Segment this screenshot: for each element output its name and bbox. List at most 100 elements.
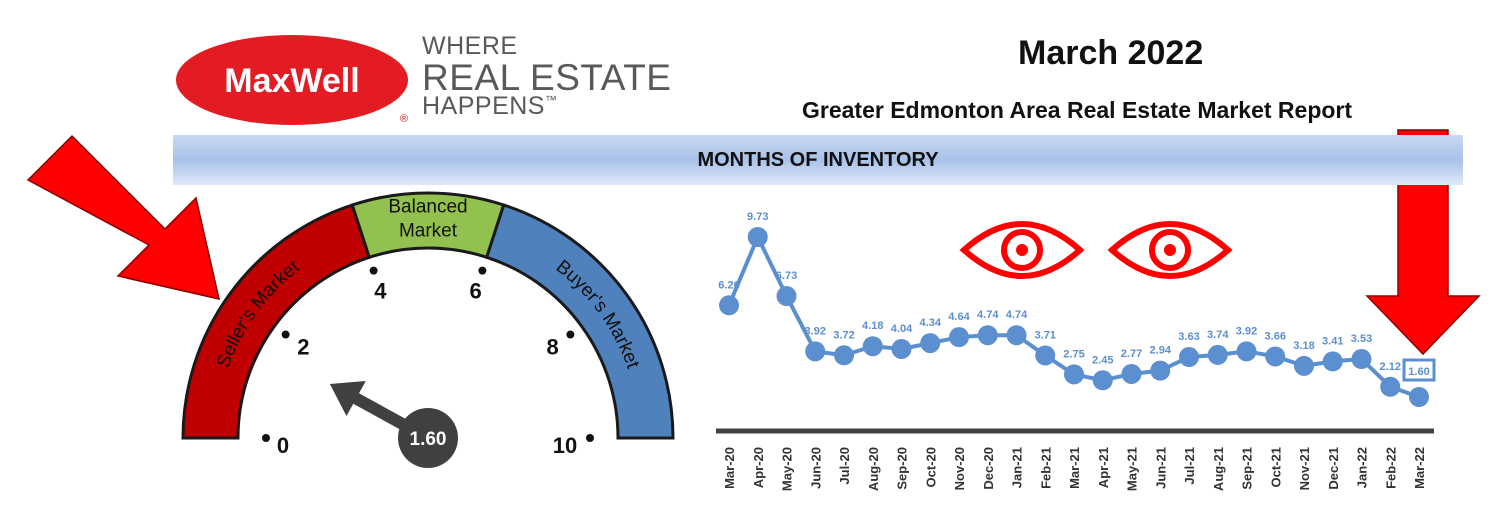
- data-label: 4.18: [862, 320, 883, 332]
- gauge-tick-label: 8: [546, 334, 558, 359]
- x-tick-label: Feb-21: [1038, 447, 1053, 489]
- x-tick-label: Oct-21: [1268, 447, 1283, 487]
- trademark-mark: ™: [544, 93, 558, 107]
- report-month: March 2022: [1018, 34, 1204, 72]
- data-label: 3.71: [1035, 329, 1056, 341]
- gauge-tick-label: 10: [553, 433, 577, 458]
- data-label: 2.94: [1150, 345, 1172, 357]
- x-tick-label: Mar-20: [722, 447, 737, 489]
- data-label: 1.60: [1408, 366, 1429, 378]
- gauge-segment-label: Market: [399, 221, 458, 242]
- report-subtitle: Greater Edmonton Area Real Estate Market…: [802, 97, 1353, 123]
- x-tick-label: Aug-20: [866, 447, 881, 491]
- data-label: 3.53: [1351, 333, 1372, 345]
- data-label: 2.12: [1380, 361, 1401, 373]
- gauge-tick-label: 0: [277, 433, 289, 458]
- brand-name: MaxWell: [224, 62, 359, 100]
- tagline-line-2: REAL ESTATE: [422, 57, 672, 98]
- banner-title: MONTHS OF INVENTORY: [697, 149, 939, 171]
- tagline-line-3-text: HAPPENS: [422, 92, 545, 120]
- data-point: [1179, 347, 1199, 368]
- gauge-tick-label: 4: [374, 279, 387, 304]
- data-point: [1322, 351, 1343, 372]
- x-tick-label: Jun-20: [808, 447, 823, 489]
- section-banner: MONTHS OF INVENTORY: [173, 135, 1463, 185]
- x-tick-label: May-20: [780, 447, 795, 491]
- data-point: [1121, 363, 1142, 384]
- registered-mark: ®: [400, 113, 408, 125]
- x-tick-label: Jul-20: [837, 447, 852, 485]
- x-tick-label: Apr-21: [1096, 447, 1111, 488]
- gauge-hub: [398, 408, 458, 468]
- last-value-box: [1402, 358, 1436, 382]
- x-tick-label: Sep-20: [895, 447, 910, 490]
- data-point: [1236, 341, 1257, 362]
- data-label: 4.64: [948, 311, 970, 323]
- x-tick-label: Nov-20: [952, 447, 967, 490]
- gauge-tick-dot: [566, 330, 575, 339]
- x-tick-label: Feb-22: [1383, 447, 1398, 489]
- data-point: [1207, 344, 1228, 365]
- data-point: [891, 338, 912, 359]
- maxwell-logo: MaxWell ®: [176, 35, 408, 125]
- x-tick-label: Nov-21: [1297, 447, 1312, 490]
- x-tick-label: Mar-21: [1067, 447, 1082, 489]
- gauge-tick-dot: [281, 330, 290, 339]
- gauge-tick-label: 6: [469, 279, 481, 304]
- x-tick-label: Jun-21: [1153, 447, 1168, 489]
- gauge-tick-dot: [586, 434, 594, 442]
- data-label: 6.73: [776, 270, 797, 282]
- data-point: [1006, 325, 1027, 346]
- data-point: [805, 341, 826, 362]
- data-point: [1064, 364, 1084, 385]
- gauge-value-label: 1.60: [410, 429, 447, 450]
- data-point: [1035, 345, 1056, 366]
- x-tick-label: Oct-20: [923, 447, 938, 487]
- x-tick-label: May-21: [1125, 447, 1140, 491]
- data-point: [949, 327, 969, 348]
- data-label: 4.74: [977, 309, 999, 321]
- data-point: [1409, 387, 1429, 407]
- data-label: 3.74: [1207, 329, 1229, 341]
- data-point: [1092, 370, 1113, 391]
- inventory-line-chart: 6.26 Mar-20 9.73 Apr-20 6.73 May-20 3.92 Jun-20…: [716, 211, 1436, 491]
- gauge-segment-label: Balanced: [388, 197, 467, 218]
- gauge-tick-dot: [478, 266, 487, 275]
- data-point: [1150, 360, 1171, 381]
- gauge-tick-dot: [369, 266, 378, 275]
- data-label: 9.73: [747, 211, 768, 223]
- data-label: 3.18: [1293, 340, 1314, 352]
- eye-icon: [1107, 221, 1233, 279]
- data-point: [776, 286, 797, 307]
- data-label: 6.26: [718, 279, 739, 291]
- data-point: [747, 227, 768, 247]
- data-point: [920, 333, 941, 354]
- data-point: [719, 295, 739, 316]
- data-point: [1351, 349, 1372, 370]
- data-label: 4.74: [1006, 309, 1028, 321]
- tagline-line-3: HAPPENS™: [422, 94, 672, 119]
- data-label: 3.63: [1178, 331, 1199, 343]
- tagline-line-1: WHERE: [422, 32, 518, 60]
- data-label: 4.34: [920, 317, 942, 329]
- data-point: [834, 345, 854, 366]
- data-point: [1294, 355, 1314, 376]
- x-tick-label: Mar-22: [1412, 447, 1427, 489]
- gauge-tick-dot: [262, 434, 270, 442]
- data-label: 3.41: [1322, 335, 1343, 347]
- data-label: 4.04: [891, 323, 913, 335]
- data-point: [977, 325, 998, 346]
- x-tick-label: Apr-20: [751, 447, 766, 488]
- x-tick-label: Jul-21: [1182, 447, 1197, 485]
- x-tick-label: Sep-21: [1240, 447, 1255, 490]
- inventory-gauge: Seller's Market Buyer's MarketBalancedMar…: [181, 191, 675, 468]
- x-tick-label: Dec-21: [1326, 447, 1341, 490]
- data-label: 2.45: [1092, 354, 1113, 366]
- eye-icon: [959, 221, 1085, 279]
- data-label: 3.72: [833, 329, 854, 341]
- x-tick-label: Aug-21: [1211, 447, 1226, 491]
- x-tick-label: Dec-20: [981, 447, 996, 490]
- gauge-tick-label: 2: [297, 334, 309, 359]
- arrow-down-right-icon: [26, 134, 220, 300]
